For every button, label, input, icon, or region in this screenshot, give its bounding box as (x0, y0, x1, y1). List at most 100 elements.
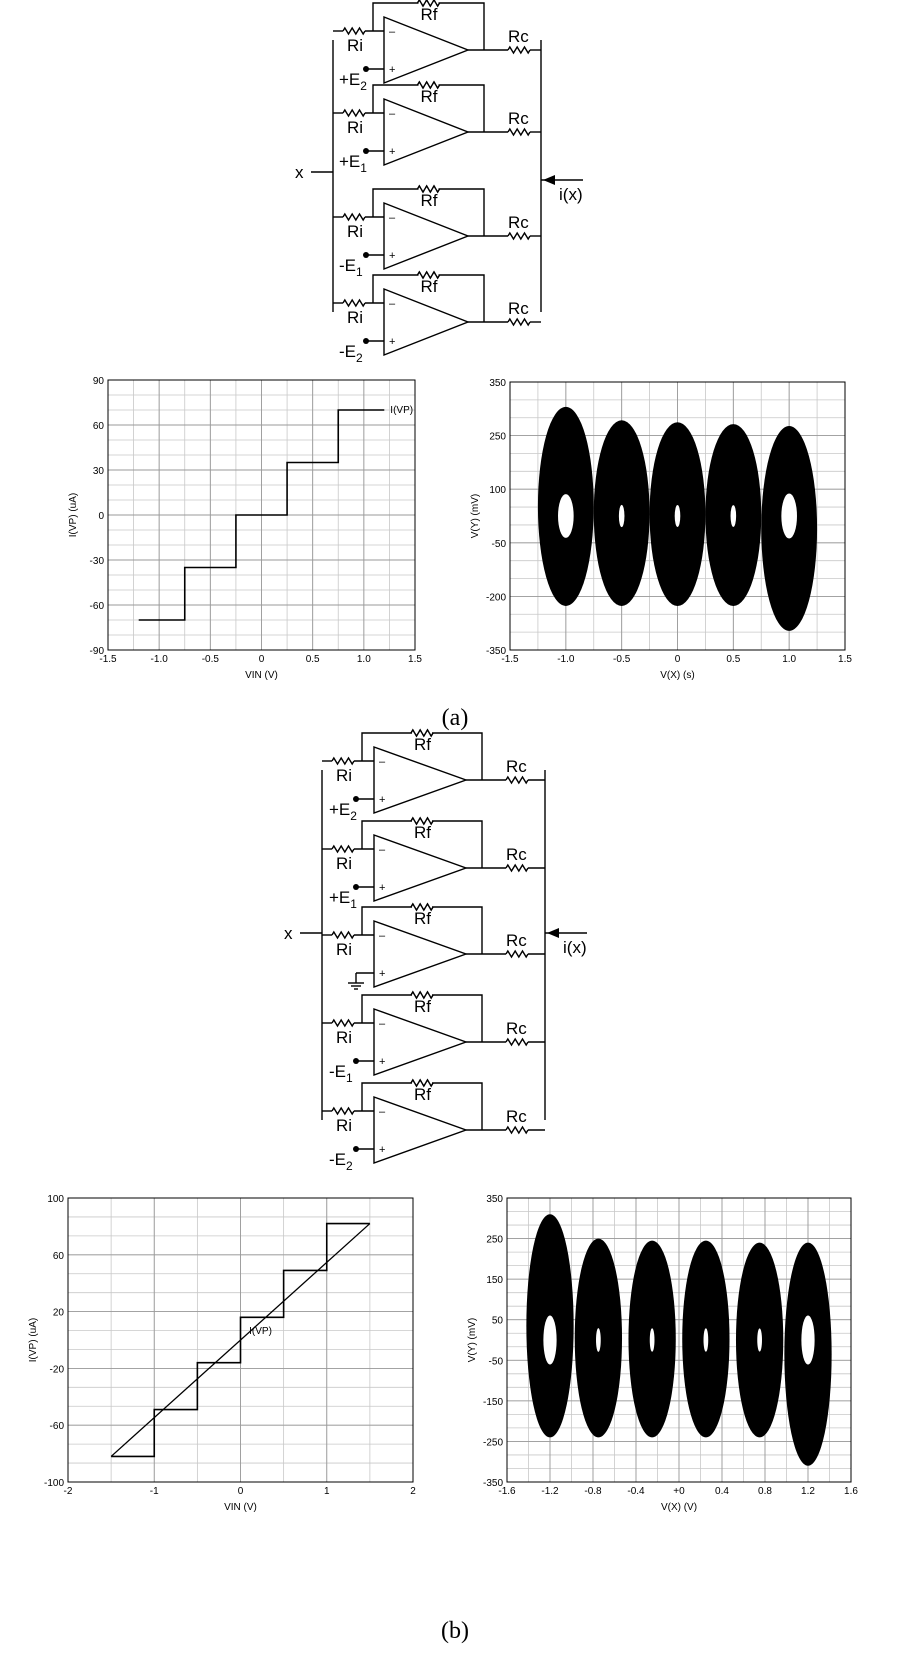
inverting-sign: – (379, 756, 386, 768)
scroll-hole (649, 1328, 655, 1352)
y-tick-label: 60 (53, 1251, 65, 1262)
x-tick-label: +0 (673, 1486, 685, 1497)
opamp-symbol (383, 287, 470, 357)
scroll-hole (801, 1315, 815, 1365)
source-label: +E2 (339, 70, 367, 93)
resistor-ri (331, 1018, 355, 1028)
resistor-ri (342, 212, 366, 222)
y-axis-label: I(VP) (uA) (28, 1318, 39, 1362)
y-tick-label: -50 (489, 1356, 504, 1367)
x-axis-label: VIN (V) (224, 1502, 257, 1513)
inverting-sign: – (389, 298, 396, 310)
source-label: +E1 (329, 888, 357, 911)
x-tick-label: 0 (675, 654, 681, 665)
input-x-label: x (284, 924, 293, 943)
resistor-rc (505, 949, 529, 959)
y-tick-label: 100 (489, 485, 506, 496)
y-tick-label: -350 (483, 1478, 503, 1489)
ri-label: Ri (336, 766, 352, 785)
x-axis-label: V(X) (V) (661, 1502, 697, 1513)
resistor-rc (507, 317, 531, 327)
noninverting-sign: + (389, 250, 395, 262)
source-terminal (353, 796, 359, 802)
x-tick-label: 1.0 (357, 654, 371, 665)
resistor-ri (342, 108, 366, 118)
rf-label: Rf (421, 87, 438, 106)
scroll-hole (543, 1315, 557, 1365)
inverting-sign: – (379, 1018, 386, 1030)
noninverting-sign: + (379, 1056, 385, 1068)
staircase-series (138, 409, 385, 621)
x-tick-label: -0.8 (584, 1486, 602, 1497)
rf-label: Rf (421, 277, 438, 296)
x-tick-label: 1 (324, 1486, 330, 1497)
ri-label: Ri (347, 36, 363, 55)
x-tick-label: -1 (150, 1486, 159, 1497)
ri-label: Ri (336, 854, 352, 873)
x-tick-label: 1.5 (408, 654, 422, 665)
chart-a-right: -1.5 -1.0 -0.5 0 0.5 1.0 1.5 -350 -200 -50 100 250 3… (470, 378, 852, 681)
opamp-symbol (373, 746, 469, 814)
x-tick-label: -0.5 (202, 654, 220, 665)
plot-frame (509, 381, 846, 651)
opamp-stage: – + Ri Rf Rc -E2 (333, 270, 541, 365)
ri-label: Ri (347, 222, 363, 241)
opamp-symbol (373, 920, 469, 988)
rc-label: Rc (508, 213, 529, 232)
source-terminal (353, 884, 359, 890)
x-tick-label: 0.4 (715, 1486, 729, 1497)
rf-label: Rf (414, 909, 431, 928)
y-tick-label: 100 (47, 1194, 64, 1205)
x-tick-label: -1.5 (501, 654, 519, 665)
source-terminal (363, 148, 369, 154)
source-terminal (363, 252, 369, 258)
opamp-symbol (383, 15, 470, 85)
ri-label: Ri (336, 1116, 352, 1135)
series-label: I(VP) (249, 1326, 272, 1337)
rc-label: Rc (508, 27, 529, 46)
y-axis-label: V(Y) (mV) (467, 1318, 478, 1362)
y-tick-label: 350 (489, 378, 506, 389)
x-tick-label: -1.6 (498, 1486, 516, 1497)
y-tick-label: -150 (483, 1397, 503, 1408)
source-terminal (353, 1058, 359, 1064)
x-tick-label: 2 (410, 1486, 416, 1497)
source-terminal (363, 338, 369, 344)
opamp-stage: – + Ri Rf Rc (322, 902, 545, 990)
scroll-hole (618, 504, 625, 528)
opamp-stage: – + Ri Rf Rc -E2 (322, 1078, 545, 1173)
opamp-stage: – + Ri Rf Rc -E1 (333, 184, 541, 279)
resistor-rc (507, 45, 531, 55)
noninverting-sign: + (389, 336, 395, 348)
current-arrow (543, 175, 555, 185)
opamp-symbol (383, 97, 470, 167)
source-label: +E1 (339, 152, 367, 175)
y-axis-label: V(Y) (mV) (470, 494, 481, 538)
source-label: -E2 (339, 342, 363, 365)
y-tick-label: -20 (50, 1364, 65, 1375)
x-tick-label: -1.2 (541, 1486, 559, 1497)
circuit-a: – + Ri Rf Rc +E2 – + Ri Rf Rc +E1 – + Ri Rf Rc -E1 – + Ri Rf R… (295, 0, 583, 365)
x-tick-label: 0.5 (726, 654, 740, 665)
x-axis-label: VIN (V) (245, 670, 278, 681)
source-label: -E1 (329, 1062, 353, 1085)
rf-label: Rf (414, 823, 431, 842)
y-tick-label: -250 (483, 1437, 503, 1448)
x-tick-label: -1.0 (557, 654, 575, 665)
y-tick-label: 20 (53, 1308, 65, 1319)
y-tick-label: -200 (486, 592, 506, 603)
x-tick-label: 0 (238, 1486, 244, 1497)
noninverting-sign: + (379, 882, 385, 894)
x-tick-label: 1.0 (782, 654, 796, 665)
ri-label: Ri (347, 308, 363, 327)
y-tick-label: 90 (93, 376, 105, 387)
noninverting-sign: + (389, 146, 395, 158)
opamp-stage: – + Ri Rf Rc +E2 (333, 0, 541, 93)
y-tick-label: 150 (486, 1275, 503, 1286)
y-tick-label: -60 (50, 1421, 65, 1432)
inverting-sign: – (389, 108, 396, 120)
opamp-symbol (383, 201, 470, 271)
source-label: -E2 (329, 1150, 353, 1173)
rf-label: Rf (414, 1085, 431, 1104)
caption-b: (b) (441, 1618, 469, 1644)
